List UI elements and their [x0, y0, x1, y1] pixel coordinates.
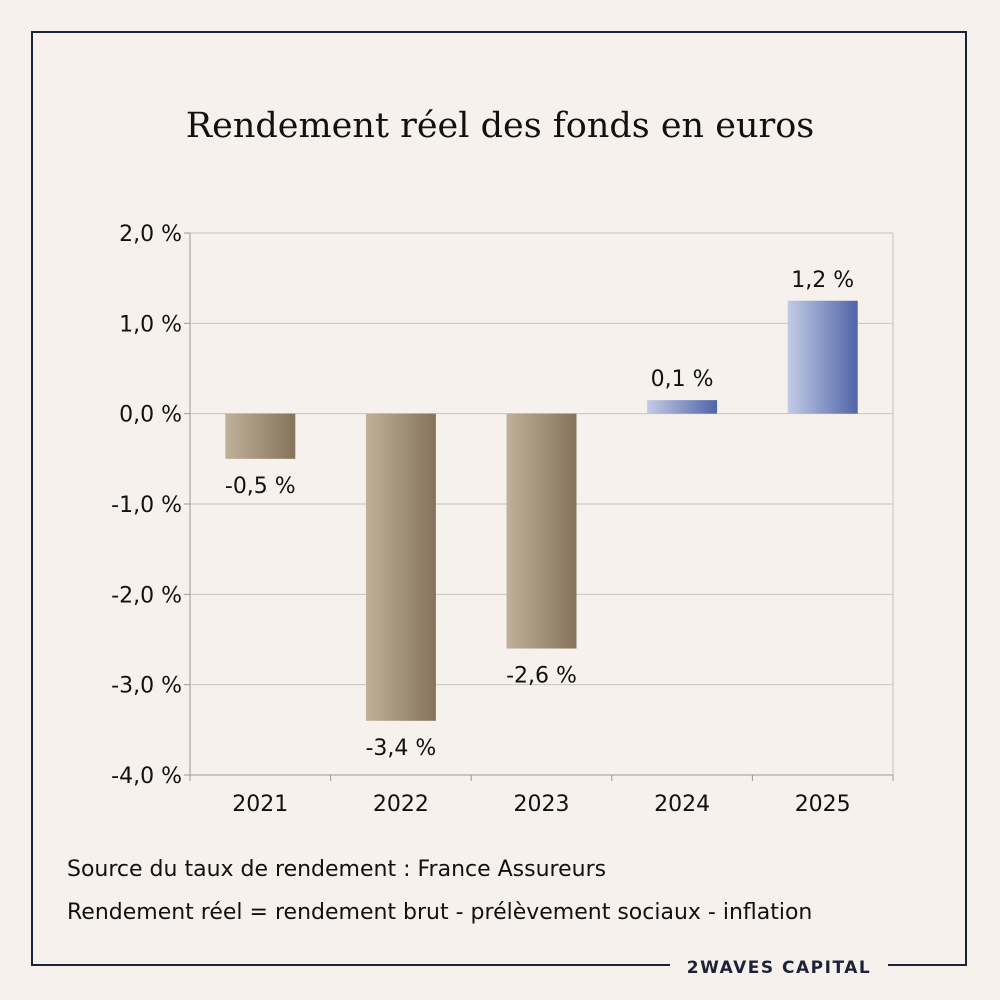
- bar-2021: [225, 413, 296, 459]
- chart-title: Rendement réel des fonds en euros: [185, 106, 815, 146]
- y-tick-label: -4,0 %: [111, 764, 182, 789]
- source-note: Source du taux de rendement : France Ass…: [67, 857, 607, 882]
- y-tick-label: -1,0 %: [111, 493, 182, 518]
- axes: [184, 232, 894, 781]
- x-tick-label: 2023: [514, 792, 570, 817]
- bar-2023: [506, 413, 577, 649]
- bars: [225, 300, 858, 721]
- labels: 2,0 % 1,0 % 0,0 % -1,0 % -2,0 % -3,0 % -4,0 % 2…: [111, 222, 854, 817]
- chart-frame: [31, 31, 967, 966]
- definition-note: Rendement réel = rendement brut - prélèv…: [67, 900, 813, 925]
- bar-2024: [647, 400, 718, 414]
- data-label-2024: 0,1 %: [651, 367, 714, 392]
- brand-logo-text: 2WAVES CAPITAL: [670, 954, 888, 982]
- data-label-2023: -2,6 %: [506, 664, 577, 689]
- bar-2025: [787, 300, 858, 414]
- y-tick-label: -2,0 %: [111, 583, 182, 608]
- x-tick-label: 2025: [795, 792, 851, 817]
- y-tick-label: 2,0 %: [119, 222, 182, 247]
- x-tick-label: 2022: [373, 792, 429, 817]
- x-tick-label: 2024: [654, 792, 710, 817]
- y-tick-label: -3,0 %: [111, 674, 182, 699]
- y-tick-label: 1,0 %: [119, 312, 182, 337]
- x-tick-label: 2021: [232, 792, 288, 817]
- data-label-2021: -0,5 %: [225, 474, 296, 499]
- bar-2022: [365, 413, 436, 721]
- data-label-2022: -3,4 %: [365, 736, 436, 761]
- data-label-2025: 1,2 %: [791, 268, 854, 293]
- y-tick-label: 0,0 %: [119, 403, 182, 428]
